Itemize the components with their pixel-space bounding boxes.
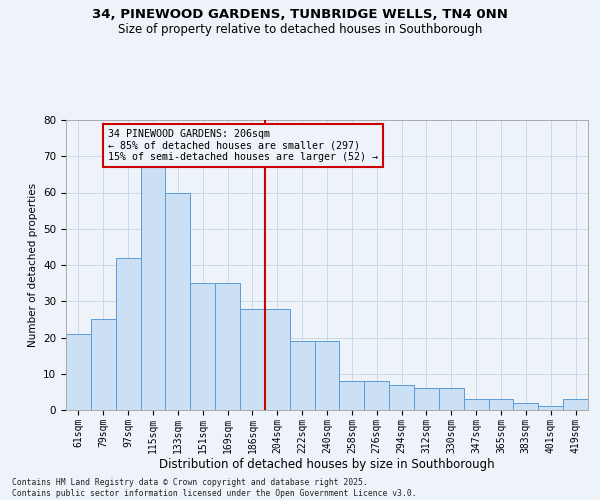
Text: 34, PINEWOOD GARDENS, TUNBRIDGE WELLS, TN4 0NN: 34, PINEWOOD GARDENS, TUNBRIDGE WELLS, T… xyxy=(92,8,508,20)
X-axis label: Distribution of detached houses by size in Southborough: Distribution of detached houses by size … xyxy=(159,458,495,471)
Bar xyxy=(290,341,314,410)
Bar xyxy=(140,167,166,410)
Bar xyxy=(439,388,464,410)
Bar xyxy=(563,399,588,410)
Bar xyxy=(464,399,488,410)
Bar xyxy=(166,192,190,410)
Bar xyxy=(314,341,340,410)
Bar xyxy=(414,388,439,410)
Bar xyxy=(215,283,240,410)
Text: 34 PINEWOOD GARDENS: 206sqm
← 85% of detached houses are smaller (297)
15% of se: 34 PINEWOOD GARDENS: 206sqm ← 85% of det… xyxy=(108,129,378,162)
Bar xyxy=(488,399,514,410)
Bar xyxy=(538,406,563,410)
Bar xyxy=(66,334,91,410)
Bar xyxy=(265,308,290,410)
Bar xyxy=(190,283,215,410)
Bar xyxy=(91,320,116,410)
Y-axis label: Number of detached properties: Number of detached properties xyxy=(28,183,38,347)
Text: Contains HM Land Registry data © Crown copyright and database right 2025.
Contai: Contains HM Land Registry data © Crown c… xyxy=(12,478,416,498)
Bar xyxy=(116,258,140,410)
Bar xyxy=(240,308,265,410)
Bar xyxy=(364,381,389,410)
Bar xyxy=(389,384,414,410)
Text: Size of property relative to detached houses in Southborough: Size of property relative to detached ho… xyxy=(118,22,482,36)
Bar xyxy=(514,403,538,410)
Bar xyxy=(340,381,364,410)
